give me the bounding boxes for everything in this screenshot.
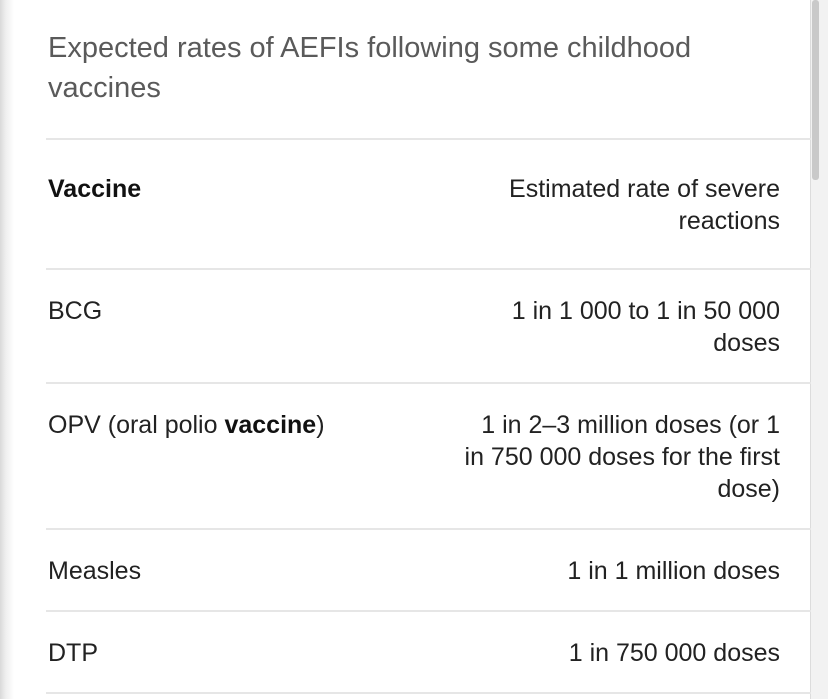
- table-row-rate: 1 in 1 000 to 1 in 50 000 doses: [511, 297, 780, 357]
- table-row-rate: 1 in 2–3 million doses (or 1 in 750 000 …: [464, 411, 780, 503]
- divider: [46, 268, 811, 270]
- header-rate: Estimated rate of severe reactions: [509, 175, 780, 235]
- divider: [46, 138, 811, 140]
- header-vaccine: Vaccine: [48, 175, 142, 203]
- divider: [46, 382, 811, 384]
- divider: [46, 610, 811, 612]
- table-row-vaccine: DTP: [48, 639, 98, 667]
- table-row-vaccine: BCG: [48, 297, 103, 325]
- table-caption: Expected rates of AEFIs following some c…: [48, 32, 692, 104]
- divider: [46, 528, 811, 530]
- table-row-vaccine: OPV (oral polio vaccine): [48, 409, 448, 441]
- table-row-rate: 1 in 1 million doses: [567, 557, 780, 585]
- vaccine-name-prefix: OPV (oral polio: [48, 411, 225, 439]
- scrollbar-thumb[interactable]: [812, 0, 819, 180]
- table-row-vaccine: Measles: [48, 557, 142, 585]
- vaccine-name-suffix: ): [316, 411, 325, 439]
- left-panel-shadow: [0, 0, 14, 699]
- divider: [46, 692, 811, 694]
- vaccine-name-highlight: vaccine: [224, 411, 317, 439]
- table-row-rate: 1 in 750 000 doses: [568, 639, 780, 667]
